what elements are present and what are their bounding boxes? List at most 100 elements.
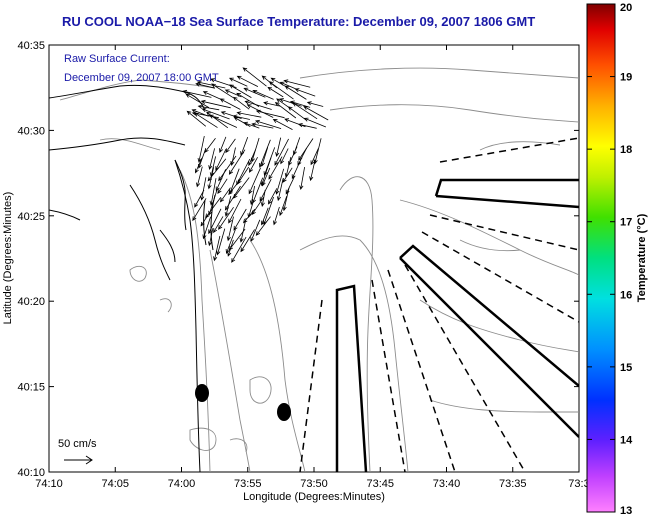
current-vector-arrow: [303, 117, 327, 128]
current-vector-arrow: [276, 178, 284, 202]
x-axis-label: Longitude (Degrees:Minutes): [243, 491, 385, 503]
current-vector-arrow: [236, 111, 262, 118]
colorbar-ticks: 20 19 18 17 16 15 14 13: [587, 2, 633, 517]
y-axis-ticks: 40:35 40:30 40:25 40:20 40:15 40:10: [17, 40, 579, 479]
current-vector-arrow: [303, 106, 329, 121]
colorbar-label: Temperature (°C): [636, 213, 648, 302]
current-vector-arrow: [236, 75, 259, 87]
current-vector-arrow: [192, 198, 207, 222]
colorbar-tick-label: 15: [620, 362, 632, 374]
current-vector-arrow: [240, 229, 255, 253]
y-tick-label: 40:10: [17, 467, 45, 479]
current-vector-arrow: [287, 106, 307, 121]
x-tick-label: 73:40: [433, 478, 461, 490]
current-vector-arrow: [275, 137, 282, 157]
colorbar-tick-label: 13: [620, 505, 632, 517]
current-vector-arrow: [200, 177, 207, 201]
current-vector-arrow: [246, 104, 274, 118]
current-vector-arrow: [185, 93, 210, 108]
bathymetry-contours: [59, 67, 579, 472]
current-vector-arrow: [226, 216, 234, 242]
current-vector-arrow: [275, 168, 285, 195]
current-vector-arrow: [225, 138, 236, 154]
x-tick-label: 73:55: [234, 478, 262, 490]
y-tick-label: 40:15: [17, 382, 45, 394]
current-vector-arrow: [228, 178, 241, 196]
current-vector-arrow: [267, 86, 284, 98]
current-vector-arrow: [273, 206, 280, 226]
current-vector-arrow: [202, 216, 211, 240]
current-vector-arrow: [268, 156, 283, 180]
current-vector-arrow: [194, 112, 218, 128]
current-vector-arrow: [244, 100, 272, 110]
current-vector-arrow: [248, 149, 256, 167]
current-vector-arrow: [261, 167, 271, 187]
current-vector-arrow: [255, 119, 282, 129]
current-vector-arrow: [208, 227, 214, 247]
current-vector-arrow: [299, 167, 305, 190]
sst-scan-lines: [299, 137, 579, 472]
current-vector-arrow: [255, 216, 271, 236]
current-vector-arrow: [284, 85, 307, 100]
current-vector-arrow: [260, 207, 269, 226]
current-vector-arrow: [260, 189, 266, 208]
plot-area: [48, 44, 580, 473]
current-vector-arrow: [282, 187, 290, 212]
current-vector-arrow: [196, 80, 226, 89]
surface-current-vectors: [182, 67, 329, 263]
current-vector-arrow: [219, 136, 227, 154]
figure-title: RU COOL NOAA−18 Sea Surface Temperature:…: [62, 14, 536, 29]
current-vector-arrow: [196, 166, 203, 188]
y-tick-label: 40:35: [17, 40, 45, 52]
current-vector-arrow: [309, 159, 316, 182]
current-vector-arrow: [208, 208, 222, 235]
current-annotation-line2: December 09, 2007 18:00 GMT: [64, 72, 219, 84]
current-vector-arrow: [282, 167, 293, 183]
current-vector-arrow: [280, 148, 289, 165]
sst-swath-outlines: [335, 178, 579, 472]
colorbar-tick-label: 17: [620, 217, 632, 229]
y-tick-label: 40:20: [17, 296, 45, 308]
colorbar-tick-label: 19: [620, 72, 632, 84]
x-axis-ticks: 74:10 74:05 74:00 73:55 73:50 73:45 73:40 73:35…: [35, 45, 590, 490]
current-vector-arrow: [206, 111, 229, 129]
x-tick-label: 74:05: [101, 478, 129, 490]
y-tick-label: 40:30: [17, 125, 45, 137]
x-tick-label: 73:45: [366, 478, 394, 490]
current-vector-arrow: [268, 81, 294, 100]
current-vector-arrow: [209, 156, 216, 178]
current-vector-arrow: [202, 91, 222, 100]
x-tick-label: 74:10: [35, 478, 63, 490]
current-vector-arrow: [219, 98, 241, 110]
current-vector-arrow: [186, 110, 207, 127]
current-vector-arrow: [279, 98, 302, 107]
current-vector-arrow: [272, 119, 293, 130]
current-vector-arrow: [228, 77, 248, 87]
x-tick-label: 73:35: [499, 478, 527, 490]
current-vector-arrow: [252, 90, 274, 100]
current-vector-arrow: [215, 169, 227, 192]
current-vector-arrow: [213, 216, 224, 234]
current-vector-arrow: [207, 167, 215, 190]
current-vector-arrow: [182, 89, 212, 98]
current-vector-arrow: [194, 189, 205, 208]
buoy-marker: [277, 403, 291, 421]
colorbar-tick-label: 16: [620, 289, 632, 301]
scale-label: 50 cm/s: [58, 438, 97, 450]
x-tick-label: 73:50: [300, 478, 328, 490]
current-vector-arrow: [249, 157, 258, 173]
buoy-marker: [195, 384, 209, 402]
current-vector-arrow: [195, 157, 203, 174]
current-vector-arrow: [208, 148, 215, 171]
current-vector-arrow: [313, 138, 322, 165]
current-vector-arrow: [208, 114, 238, 128]
current-vector-arrow: [197, 136, 205, 163]
current-vector-arrow: [232, 96, 250, 110]
current-vector-arrow: [229, 84, 252, 98]
current-vector-arrow: [242, 67, 267, 87]
current-vector-arrow: [228, 228, 246, 251]
y-axis-label: Latitude (Degrees:Minutes): [2, 192, 14, 325]
current-vector-arrow: [227, 239, 234, 257]
current-vector-arrow: [274, 138, 289, 166]
current-vector-arrow: [243, 121, 260, 129]
